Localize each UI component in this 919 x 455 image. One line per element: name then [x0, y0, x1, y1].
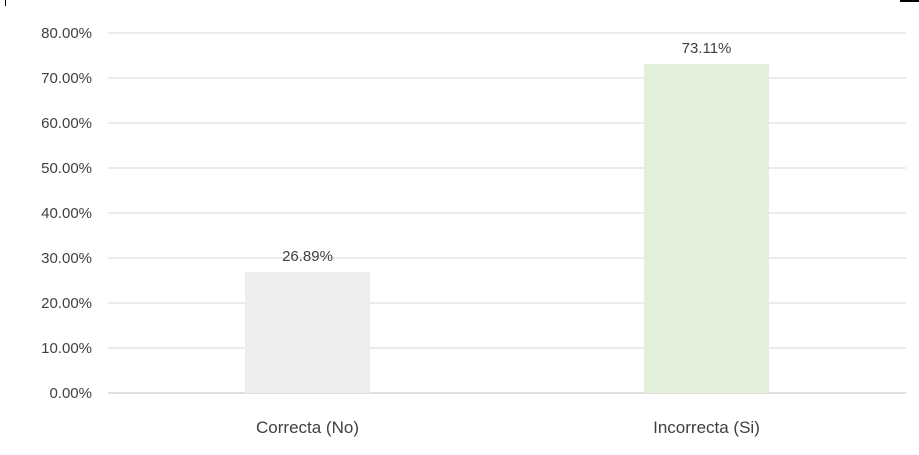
y-tick-label: 80.00% [41, 25, 92, 42]
crop-edge-mark-right [900, 0, 919, 2]
data-label: 26.89% [282, 248, 333, 265]
y-axis-tick-labels: 0.00% 10.00% 20.00% 30.00% 40.00% 50.00% 60.00… [41, 25, 92, 402]
gridlines [108, 32, 906, 394]
y-tick-label: 70.00% [41, 70, 92, 87]
bars [245, 64, 769, 393]
y-tick-label: 40.00% [41, 205, 92, 222]
crop-edge-mark-left [5, 0, 6, 6]
data-label: 73.11% [682, 40, 732, 57]
y-tick-label: 30.00% [41, 250, 92, 267]
y-tick-label: 60.00% [41, 115, 92, 132]
y-tick-label: 10.00% [41, 340, 92, 357]
x-tick-label: Incorrecta (Si) [653, 418, 760, 437]
y-tick-label: 0.00% [49, 385, 92, 402]
y-tick-label: 20.00% [41, 295, 92, 312]
data-labels: 26.89% 73.11% [282, 40, 731, 265]
y-tick-label: 50.00% [41, 160, 92, 177]
bar [245, 271, 370, 393]
bar [644, 64, 769, 393]
x-axis-tick-labels: Correcta (No) Incorrecta (Si) [256, 418, 760, 437]
x-tick-label: Correcta (No) [256, 418, 359, 437]
